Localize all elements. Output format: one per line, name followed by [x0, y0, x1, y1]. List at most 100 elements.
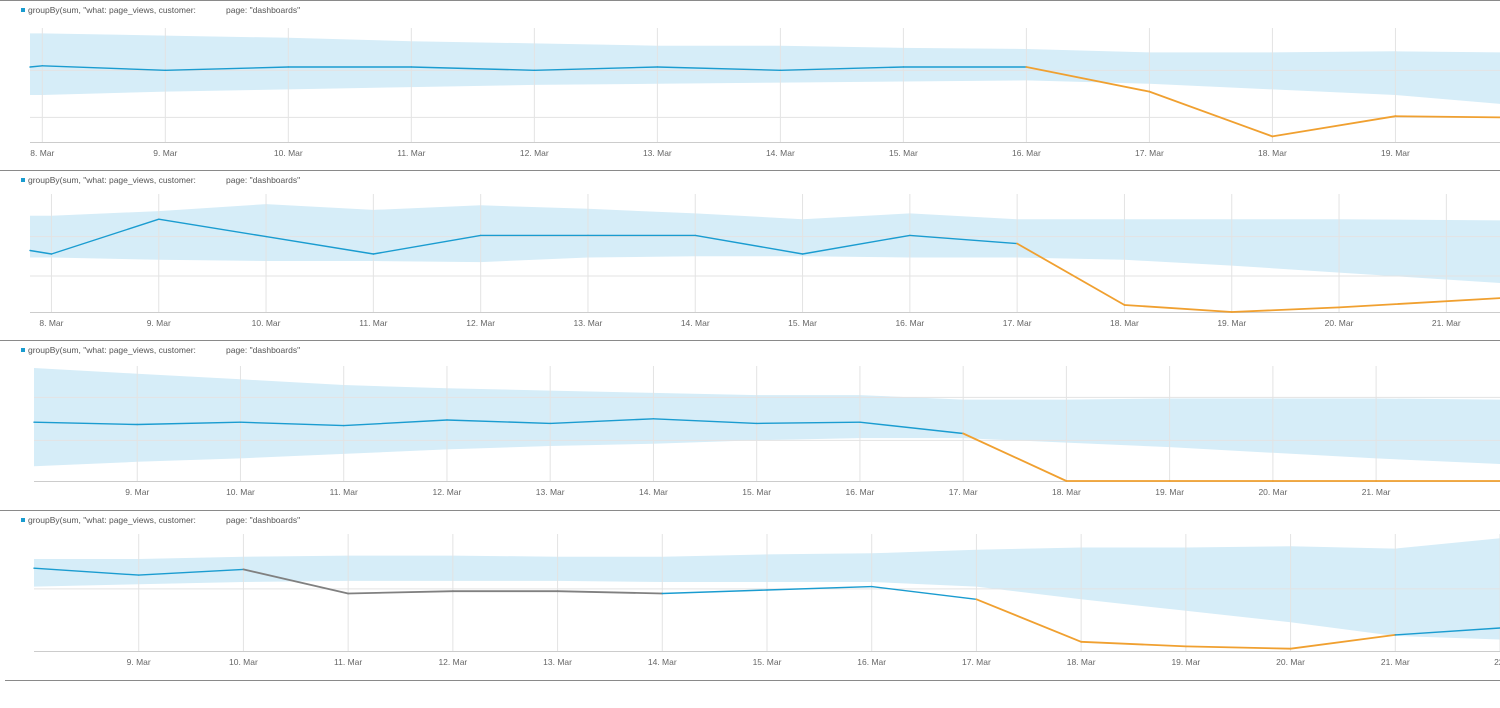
- legend-label: groupBy(sum, "what: page_views, customer…: [28, 515, 196, 525]
- series-segment: [766, 585, 873, 591]
- x-tick-label: 14. Mar: [639, 487, 668, 497]
- x-tick-label: 18. Mar: [1067, 657, 1096, 667]
- line-chart[interactable]: 9. Mar 10. Mar 11. Mar 12. Mar 13. Mar 14. Ma…: [0, 510, 1500, 680]
- series-segment: [29, 249, 53, 255]
- anomaly-segment: [1230, 306, 1340, 313]
- anomaly-segment: [1025, 66, 1151, 93]
- x-tick-label: 11. Mar: [359, 318, 387, 328]
- series-segment: [41, 65, 167, 72]
- panel-divider: [0, 340, 1500, 341]
- x-tick-label: 9. Mar: [125, 487, 149, 497]
- x-tick-label: 21. Mar: [1432, 318, 1461, 328]
- anomaly-segment: [962, 432, 1068, 482]
- panel-divider: [0, 170, 1500, 171]
- x-tick-label: 9. Mar: [147, 318, 171, 328]
- series-segment: [656, 66, 782, 72]
- x-tick-label: 16. Mar: [895, 318, 924, 328]
- anomaly-segment: [975, 598, 1082, 643]
- series-segment: [756, 421, 861, 425]
- x-tick-label: 21. Mar: [1362, 487, 1391, 497]
- x-tick-label: 17. Mar: [949, 487, 978, 497]
- x-tick-label: 21. Mar: [1381, 657, 1410, 667]
- x-tick-label: 12. Mar: [438, 657, 467, 667]
- anomaly-segment: [1016, 242, 1126, 306]
- x-tick-label: 17. Mar: [1003, 318, 1032, 328]
- x-tick-label: 14. Mar: [766, 148, 795, 158]
- anomaly-segment: [1271, 115, 1397, 138]
- x-tick-label: 18. Mar: [1052, 487, 1081, 497]
- series-segment: [158, 218, 267, 238]
- legend[interactable]: groupBy(sum, "what: page_views, customer…: [21, 515, 300, 525]
- x-tick-label: 18. Mar: [1258, 148, 1287, 158]
- panel-divider: [0, 510, 1500, 511]
- x-tick-label: 20. Mar: [1258, 487, 1287, 497]
- x-tick-label: 14. Mar: [681, 318, 710, 328]
- series-segment: [239, 421, 345, 427]
- confidence-band: [34, 538, 1500, 640]
- legend-page-label: page: "dashboards": [226, 175, 301, 185]
- series-segment: [343, 419, 448, 427]
- chart-panel: groupBy(sum, "what: page_views, customer…: [0, 340, 1500, 510]
- x-tick-label: 20. Mar: [1325, 318, 1354, 328]
- legend-label: groupBy(sum, "what: page_views, customer…: [28, 345, 196, 355]
- series-segment: [137, 568, 245, 576]
- line-chart[interactable]: 8. Mar 9. Mar 10. Mar 11. Mar 12. Mar 13. Mar…: [0, 170, 1500, 340]
- series-segment: [871, 585, 978, 601]
- x-tick-label: 19. Mar: [1171, 657, 1200, 667]
- x-tick-label: 13. Mar: [536, 487, 565, 497]
- x-tick-label: 18. Mar: [1110, 318, 1139, 328]
- legend-page-label: page: "dashboards": [226, 515, 301, 525]
- anomaly-segment: [1123, 304, 1233, 313]
- x-tick-label: 13. Mar: [643, 148, 672, 158]
- x-tick-label: 19. Mar: [1155, 487, 1184, 497]
- legend-swatch: [21, 348, 25, 352]
- anomaly-segment: [1148, 90, 1274, 138]
- series-segment: [652, 418, 758, 425]
- chart-panel: groupBy(sum, "what: page_views, customer…: [0, 0, 1500, 170]
- x-tick-label: 10. Mar: [226, 487, 255, 497]
- x-tick-label: 11. Mar: [330, 487, 358, 497]
- legend[interactable]: groupBy(sum, "what: page_views, customer…: [21, 345, 300, 355]
- legend[interactable]: groupBy(sum, "what: page_views, customer…: [21, 5, 300, 15]
- x-tick-label: 15. Mar: [742, 487, 771, 497]
- x-tick-label: 13. Mar: [543, 657, 572, 667]
- confidence-band: [30, 33, 1500, 104]
- x-tick-label: 10. Mar: [252, 318, 281, 328]
- series-segment: [136, 421, 242, 426]
- x-tick-label: 22.: [1494, 657, 1500, 667]
- legend-page-label: page: "dashboards": [226, 5, 301, 15]
- series-segment: [694, 234, 804, 255]
- x-tick-label: 16. Mar: [857, 657, 886, 667]
- series-segment: [1394, 627, 1500, 636]
- series-segment: [801, 234, 911, 255]
- series-segment: [533, 66, 659, 72]
- x-tick-label: 14. Mar: [648, 657, 677, 667]
- highlighted-segment: [242, 568, 350, 595]
- series-segment: [909, 234, 1018, 245]
- confidence-band: [30, 204, 1500, 283]
- anomaly-segment: [1080, 640, 1187, 648]
- series-segment: [661, 589, 768, 595]
- confidence-band: [34, 368, 1500, 467]
- x-tick-label: 15. Mar: [788, 318, 817, 328]
- x-tick-label: 9. Mar: [127, 657, 151, 667]
- legend-swatch: [21, 8, 25, 12]
- legend-page-label: page: "dashboards": [226, 345, 301, 355]
- line-chart[interactable]: 9. Mar 10. Mar 11. Mar 12. Mar 13. Mar 14. Ma…: [0, 340, 1500, 510]
- series-segment: [446, 419, 551, 425]
- highlighted-segment: [556, 590, 664, 595]
- x-tick-label: 15. Mar: [753, 657, 782, 667]
- legend[interactable]: groupBy(sum, "what: page_views, customer…: [21, 175, 300, 185]
- x-tick-label: 16. Mar: [1012, 148, 1041, 158]
- line-chart[interactable]: 8. Mar 9. Mar 10. Mar 11. Mar 12. Mar 13. Mar…: [0, 0, 1500, 170]
- x-tick-label: 16. Mar: [846, 487, 875, 497]
- legend-swatch: [21, 518, 25, 522]
- x-tick-label: 12. Mar: [520, 148, 549, 158]
- legend-label: groupBy(sum, "what: page_views, customer…: [28, 5, 196, 15]
- x-tick-label: 9. Mar: [153, 148, 177, 158]
- series-segment: [549, 418, 655, 425]
- x-tick-label: 19. Mar: [1381, 148, 1410, 158]
- series-segment: [50, 218, 160, 255]
- x-tick-label: 12. Mar: [433, 487, 462, 497]
- anomaly-segment: [1185, 645, 1292, 650]
